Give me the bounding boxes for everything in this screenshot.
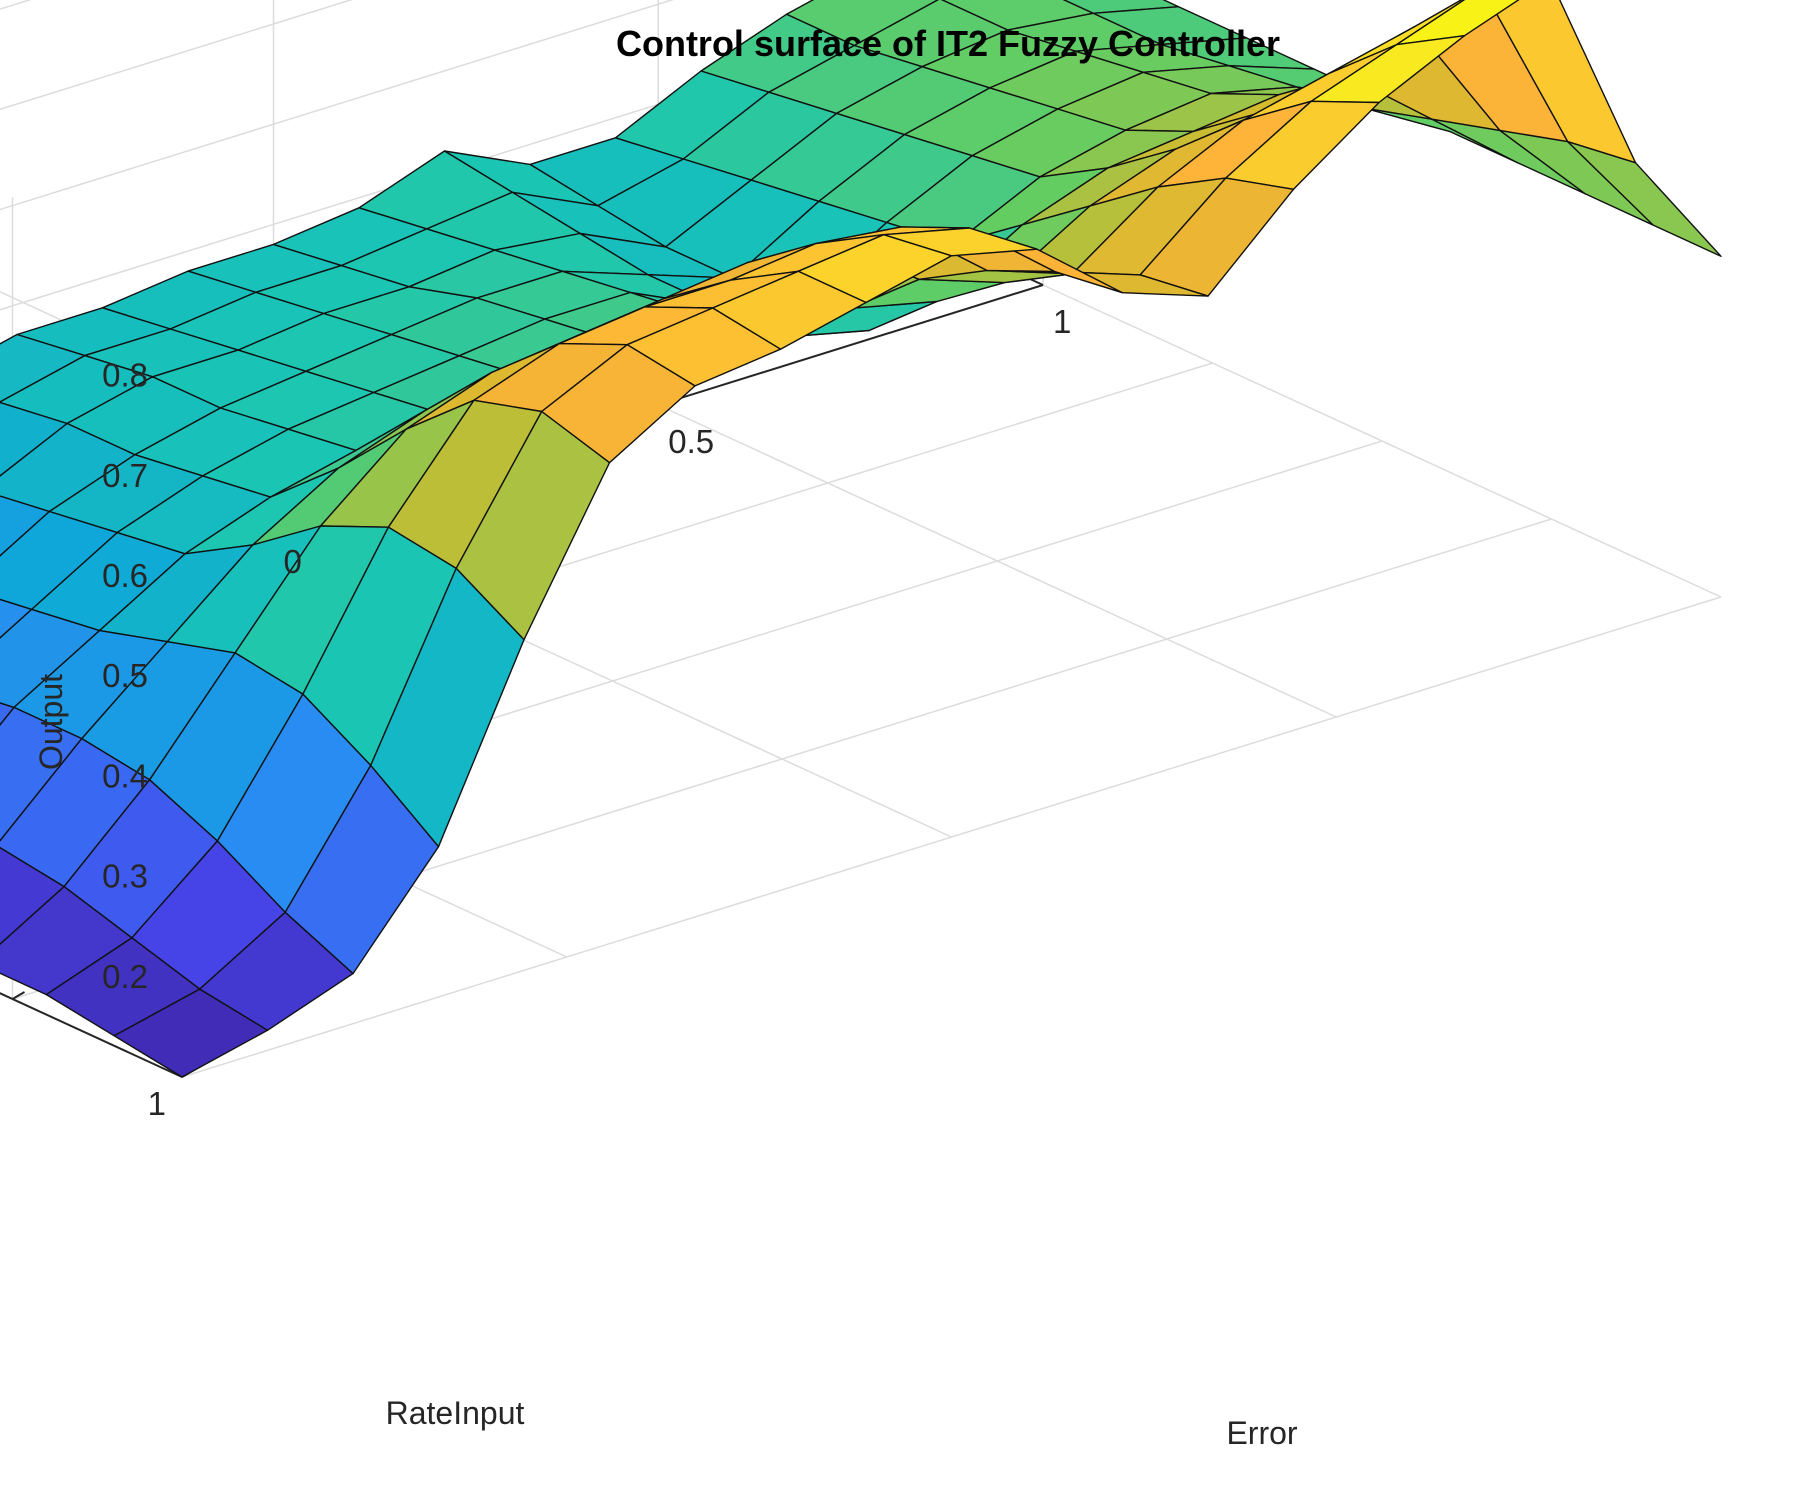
error-tick-mark (1029, 278, 1044, 286)
error-tick-label: 1 (1053, 303, 1071, 340)
back-wall-gridline-horizontal (0, 0, 353, 111)
chart-title: Control surface of IT2 Fuzzy Controller (616, 23, 1280, 64)
output-tick-label: 0.7 (102, 457, 148, 494)
error-tick-label: 0 (284, 543, 302, 580)
label-layer: Control surface of IT2 Fuzzy Controller … (33, 23, 1298, 1451)
output-tick-label: 0.2 (102, 958, 148, 995)
back-wall-gridline-horizontal (0, 0, 675, 211)
output-tick-label: 0.4 (102, 757, 148, 794)
y-axis-label: RateInput (386, 1395, 525, 1431)
output-tick-label: 0.5 (102, 657, 148, 694)
output-tick-label: 0.6 (102, 557, 148, 594)
rateinput-axis-line (0, 992, 183, 1078)
rateinput-tick-label: 1 (148, 1085, 166, 1122)
surface-patch (1488, 0, 1637, 164)
output-tick-label: 0.8 (102, 357, 148, 394)
x-axis-label: Error (1226, 1415, 1297, 1451)
rateinput-tick-mark (11, 991, 26, 1000)
error-tick-label: 0.5 (668, 423, 714, 460)
surface-patch (113, 988, 269, 1078)
surface-layer (0, 0, 1722, 1078)
surface-patch (1566, 140, 1722, 257)
z-axis-label: Output (33, 674, 69, 770)
output-tick-label: 0.3 (102, 858, 148, 895)
floor-gridline-rateinput (181, 596, 1722, 1078)
